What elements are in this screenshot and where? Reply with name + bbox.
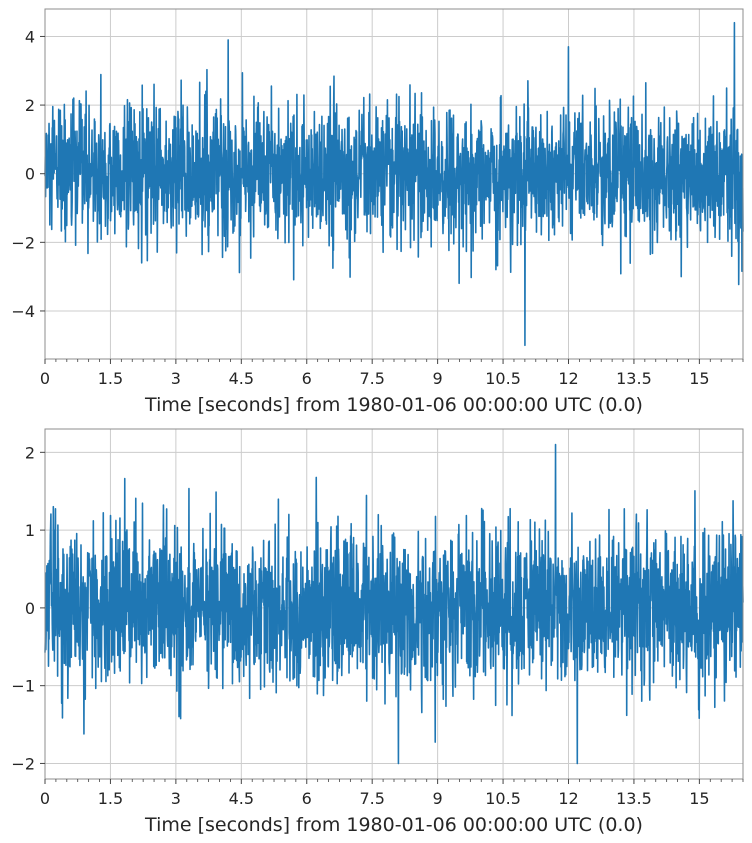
- y-tick-label: −2: [11, 754, 35, 773]
- y-tick-label: 0: [25, 599, 35, 618]
- x-tick-label: 9: [433, 369, 443, 388]
- y-tick-label: −2: [11, 233, 35, 252]
- y-tick-label: −4: [11, 302, 35, 321]
- x-axis-label-top: Time [seconds] from 1980-01-06 00:00:00 …: [144, 394, 643, 416]
- x-tick-label: 7.5: [359, 789, 384, 808]
- x-tick-label: 1.5: [98, 369, 123, 388]
- x-axis-label-bottom: Time [seconds] from 1980-01-06 00:00:00 …: [144, 814, 643, 836]
- x-tick-label: 15: [689, 369, 709, 388]
- y-tick-label: 4: [25, 27, 35, 46]
- y-tick-label: 0: [25, 165, 35, 184]
- x-tick-label: 0: [40, 789, 50, 808]
- timeseries-panel-top: 0 1.5 3 4.5 6 7.5 9 10.5 12 13.5 15 4 2 0 −2 −4 Time [s…: [11, 8, 744, 416]
- x-tick-label: 6: [302, 369, 312, 388]
- x-tick-label: 4.5: [229, 369, 254, 388]
- x-tick-label: 10.5: [485, 789, 521, 808]
- x-tick-label: 10.5: [485, 369, 521, 388]
- x-tick-label: 13.5: [616, 789, 652, 808]
- timeseries-panel-bottom: 0 1.5 3 4.5 6 7.5 9 10.5 12 13.5 15 2 1 0 −1 −2 Time [s…: [11, 428, 744, 836]
- x-tick-label: 13.5: [616, 369, 652, 388]
- x-tick-label: 3: [171, 369, 181, 388]
- x-tick-label: 7.5: [359, 369, 384, 388]
- x-tick-label: 12: [558, 789, 578, 808]
- x-tick-label: 15: [689, 789, 709, 808]
- x-tick-label: 6: [302, 789, 312, 808]
- noise-series-line: [44, 443, 744, 765]
- y-tick-label: 2: [25, 96, 35, 115]
- x-tick-label: 4.5: [229, 789, 254, 808]
- x-tick-label: 3: [171, 789, 181, 808]
- y-tick-label: 2: [25, 443, 35, 462]
- x-tick-label: 12: [558, 369, 578, 388]
- series-top: [44, 21, 744, 347]
- ticks-top: 0 1.5 3 4.5 6 7.5 9 10.5 12 13.5 15 4 2 0 −2 −4: [11, 27, 744, 388]
- x-tick-label: 1.5: [98, 789, 123, 808]
- x-tick-label: 0: [40, 369, 50, 388]
- series-bottom: [44, 443, 744, 765]
- ticks-bottom: 0 1.5 3 4.5 6 7.5 9 10.5 12 13.5 15 2 1 0 −1 −2: [11, 443, 744, 808]
- y-tick-label: −1: [11, 677, 35, 696]
- x-tick-label: 9: [433, 789, 443, 808]
- noise-series-line: [44, 21, 744, 347]
- y-tick-label: 1: [25, 521, 35, 540]
